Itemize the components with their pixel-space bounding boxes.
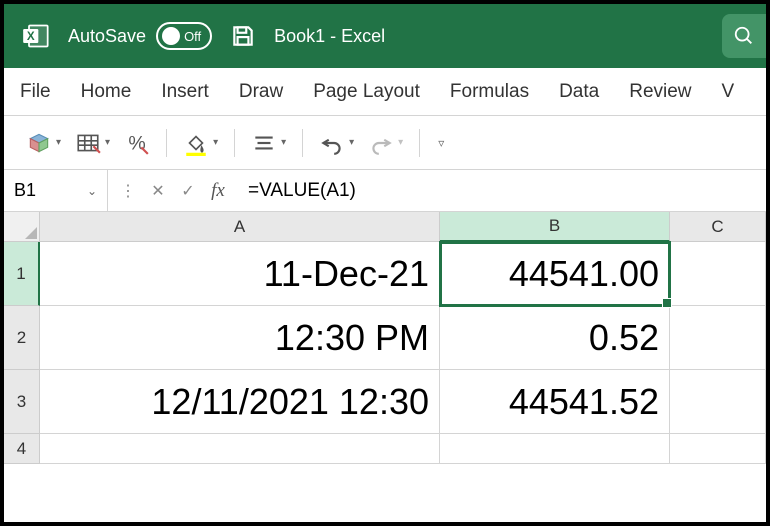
tab-insert[interactable]: Insert [161,81,209,103]
cell-b1[interactable]: 44541.00 [440,242,670,306]
tab-review[interactable]: Review [629,81,691,103]
tool-table[interactable]: ▾ [71,126,114,160]
select-all-corner[interactable] [4,212,40,242]
cell-c1[interactable] [670,242,766,306]
row-header-4[interactable]: 4 [4,434,40,464]
cell-a1[interactable]: 11-Dec-21 [40,242,440,306]
ribbon-tabs: File Home Insert Draw Page Layout Formul… [4,68,766,116]
row-4: 4 [4,434,766,464]
excel-app-icon: X [22,22,50,50]
cell-a3[interactable]: 12/11/2021 12:30 [40,370,440,434]
row-1: 1 11-Dec-21 44541.00 [4,242,766,306]
chevron-down-icon: ▾ [56,137,61,148]
row-2: 2 12:30 PM 0.52 [4,306,766,370]
tool-fill-color[interactable]: ▾ [179,126,222,160]
quick-toolbar: ▾ ▾ % ▾ ▾ ▾ ▾ ▿ [4,116,766,170]
cell-c4[interactable] [670,434,766,464]
row-3: 3 12/11/2021 12:30 44541.52 [4,370,766,434]
search-button[interactable] [722,14,766,58]
cell-c2[interactable] [670,306,766,370]
chevron-down-icon: ⌄ [87,184,97,198]
col-header-c[interactable]: C [670,212,766,242]
cell-b3[interactable]: 44541.52 [440,370,670,434]
svg-text:X: X [27,30,35,43]
tab-page-layout[interactable]: Page Layout [313,81,420,103]
overflow-icon: ▿ [438,136,444,150]
title-bar: X AutoSave Off Book1 - Excel [4,4,766,68]
formula-bar-row: B1 ⌄ ⋮ ✕ ✓ fx =VALUE(A1) [4,170,766,212]
chevron-down-icon: ▾ [398,137,403,148]
document-title: Book1 - Excel [274,26,385,47]
name-box-value: B1 [14,180,36,201]
cell-a4[interactable] [40,434,440,464]
tool-3d[interactable]: ▾ [22,126,65,160]
tool-customize[interactable]: ▿ [432,132,448,154]
excel-window: X AutoSave Off Book1 - Excel File Home I… [0,0,770,526]
cancel-icon[interactable]: ✕ [148,181,168,201]
tab-file[interactable]: File [20,81,51,103]
save-icon[interactable] [230,23,256,49]
tab-home[interactable]: Home [81,81,132,103]
chevron-down-icon: ▾ [281,137,286,148]
col-header-a[interactable]: A [40,212,440,242]
cell-b4[interactable] [440,434,670,464]
tool-align[interactable]: ▾ [247,126,290,160]
row-header-2[interactable]: 2 [4,306,40,370]
formula-bar-buttons: ⋮ ✕ ✓ fx [108,180,238,202]
column-headers: A B C [4,212,766,242]
chevron-down-icon: ▾ [105,137,110,148]
fx-icon[interactable]: fx [208,180,228,202]
toggle-knob [162,27,180,45]
col-header-b[interactable]: B [440,212,670,242]
tool-percent[interactable]: % [120,126,154,160]
row-header-3[interactable]: 3 [4,370,40,434]
autosave-toggle[interactable]: Off [156,22,212,50]
enter-icon[interactable]: ✓ [178,181,198,201]
tool-undo[interactable]: ▾ [315,126,358,160]
chevron-down-icon: ▾ [349,137,354,148]
tab-view[interactable]: V [722,81,735,103]
formula-input[interactable]: =VALUE(A1) [238,180,766,202]
row-header-1[interactable]: 1 [4,242,40,306]
spreadsheet-grid: A B C 1 11-Dec-21 44541.00 2 12:30 PM 0.… [4,212,766,522]
tab-data[interactable]: Data [559,81,599,103]
autosave-label: AutoSave [68,26,146,47]
cell-b2[interactable]: 0.52 [440,306,670,370]
tab-draw[interactable]: Draw [239,81,283,103]
chevron-down-icon: ▾ [213,137,218,148]
autosave-group: AutoSave Off [68,22,212,50]
name-box[interactable]: B1 ⌄ [4,170,108,211]
cell-c3[interactable] [670,370,766,434]
autosave-state: Off [184,29,201,44]
cell-a2[interactable]: 12:30 PM [40,306,440,370]
tool-redo[interactable]: ▾ [364,126,407,160]
grip-icon: ⋮ [118,181,138,201]
svg-text:%: % [128,132,145,154]
tab-formulas[interactable]: Formulas [450,81,529,103]
